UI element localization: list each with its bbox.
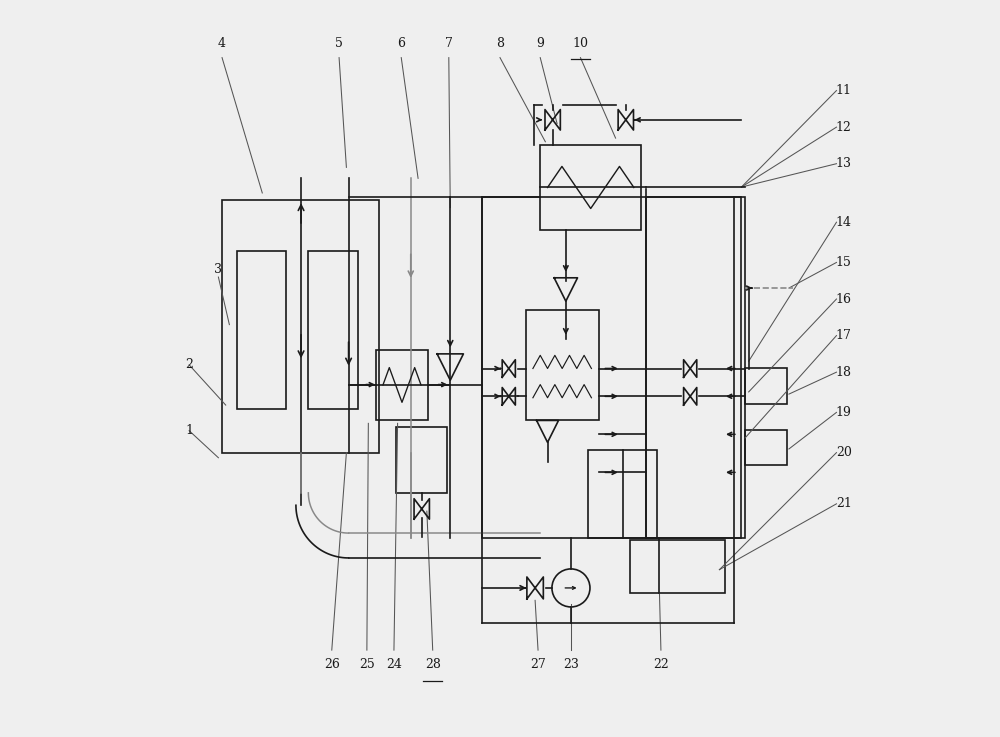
Text: 22: 22 xyxy=(653,658,669,671)
Text: 5: 5 xyxy=(335,37,343,49)
Bar xyxy=(396,427,447,493)
Text: 16: 16 xyxy=(836,293,852,306)
Bar xyxy=(222,200,379,453)
Text: 20: 20 xyxy=(836,446,852,459)
Text: 18: 18 xyxy=(836,366,852,379)
Bar xyxy=(540,145,641,229)
Text: 28: 28 xyxy=(425,658,441,671)
Text: 17: 17 xyxy=(836,329,852,342)
Text: 24: 24 xyxy=(386,658,402,671)
Bar xyxy=(376,350,428,419)
Text: 8: 8 xyxy=(496,37,504,49)
Bar xyxy=(745,368,787,404)
Text: 12: 12 xyxy=(836,121,852,133)
Text: 27: 27 xyxy=(530,658,546,671)
Text: 23: 23 xyxy=(563,658,579,671)
Text: 11: 11 xyxy=(836,84,852,97)
Bar xyxy=(308,251,358,409)
Text: 14: 14 xyxy=(836,216,852,228)
Bar xyxy=(482,197,741,538)
Text: 4: 4 xyxy=(218,37,226,49)
Text: 25: 25 xyxy=(359,658,375,671)
Text: 9: 9 xyxy=(536,37,544,49)
Text: 13: 13 xyxy=(836,157,852,170)
Text: 3: 3 xyxy=(214,263,222,276)
Text: 2: 2 xyxy=(185,358,193,371)
Bar xyxy=(237,251,286,409)
Text: 1: 1 xyxy=(185,425,193,437)
Text: 7: 7 xyxy=(445,37,453,49)
Bar xyxy=(588,450,657,538)
Bar xyxy=(745,430,787,465)
Text: 21: 21 xyxy=(836,497,852,510)
Text: 15: 15 xyxy=(836,256,852,269)
Text: 26: 26 xyxy=(324,658,340,671)
Bar xyxy=(630,540,725,593)
Text: 10: 10 xyxy=(572,37,588,49)
Bar xyxy=(646,197,745,538)
Text: 6: 6 xyxy=(397,37,405,49)
Bar xyxy=(526,310,599,419)
Text: 19: 19 xyxy=(836,406,852,419)
